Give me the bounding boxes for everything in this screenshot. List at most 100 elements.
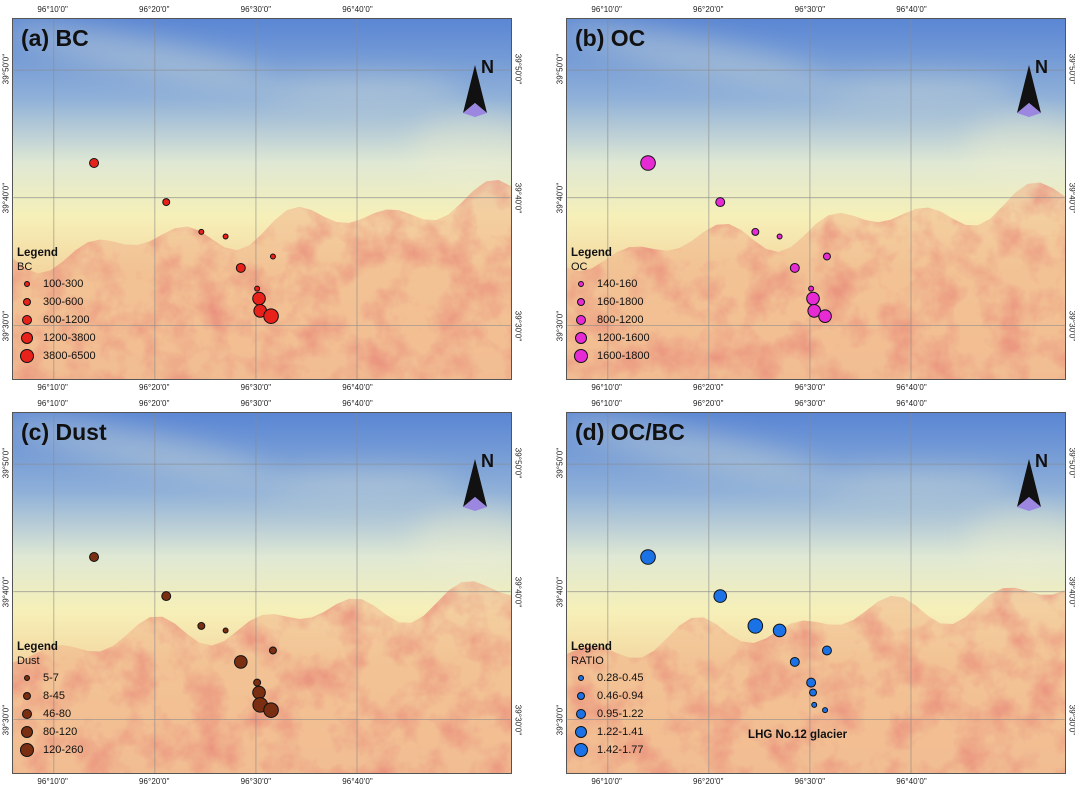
legend-field: OC xyxy=(571,261,588,273)
sample-point-ratio[interactable] xyxy=(809,688,817,697)
legend-label: 1600-1800 xyxy=(597,350,650,362)
sample-point-bc[interactable] xyxy=(222,233,229,240)
sample-point-dust[interactable] xyxy=(252,685,266,700)
sample-point-bc[interactable] xyxy=(198,228,205,235)
left-latitude-label: 39°50'0" xyxy=(1,448,11,479)
legend-label: 0.28-0.45 xyxy=(597,672,644,684)
top-longitude-label: 96°10'0" xyxy=(37,399,68,408)
sample-point-oc[interactable] xyxy=(808,285,815,292)
sample-point-ratio[interactable] xyxy=(811,701,818,708)
sample-point-ratio[interactable] xyxy=(789,656,800,667)
top-longitude-label: 96°40'0" xyxy=(896,399,927,408)
legend-label: 0.95-1.22 xyxy=(597,708,644,720)
left-latitude-label: 39°30'0" xyxy=(555,704,565,736)
legend-circle-icon xyxy=(22,709,32,719)
terrain-relief xyxy=(13,413,511,773)
legend-symbol xyxy=(17,709,37,719)
top-longitude-label: 96°10'0" xyxy=(591,5,622,14)
sample-point-oc[interactable] xyxy=(640,155,656,171)
sample-point-oc[interactable] xyxy=(807,304,822,318)
sample-point-oc[interactable] xyxy=(789,262,800,273)
top-longitude-label: 96°20'0" xyxy=(692,5,724,14)
legend: Legend Dust 5-7 8-45 46-80 80-120 120-260 xyxy=(17,641,83,759)
map-frame[interactable]: (c) Dust N Legend Dust 5-7 8-45 46-80 80-120 120… xyxy=(12,412,512,774)
bottom-longitude-label: 96°20'0" xyxy=(138,777,170,786)
sample-point-dust[interactable] xyxy=(161,591,172,602)
left-latitude-label: 39°30'0" xyxy=(1,310,11,342)
legend-label: 1.42-1.77 xyxy=(597,744,644,756)
left-latitude-label: 39°40'0" xyxy=(1,182,11,213)
sample-point-dust[interactable] xyxy=(268,646,277,655)
legend-symbol xyxy=(571,281,591,287)
legend-item: 1.22-1.41 xyxy=(571,723,643,741)
legend-item: 300-600 xyxy=(17,293,96,311)
north-arrow-icon xyxy=(1017,65,1041,117)
sample-point-dust[interactable] xyxy=(89,552,100,562)
top-longitude-label: 96°10'0" xyxy=(37,5,68,14)
legend-symbol xyxy=(571,709,591,719)
sample-point-dust[interactable] xyxy=(197,621,206,630)
top-longitude-label: 96°30'0" xyxy=(240,399,272,408)
sample-point-ratio[interactable] xyxy=(713,589,728,603)
legend-label: 140-160 xyxy=(597,278,638,290)
right-latitude-label: 39°50'0" xyxy=(1067,448,1075,479)
sample-point-oc[interactable] xyxy=(818,309,832,323)
sample-point-dust[interactable] xyxy=(263,702,279,718)
sample-point-dust[interactable] xyxy=(234,655,248,669)
sample-point-bc[interactable] xyxy=(89,158,100,168)
top-longitude-label: 96°30'0" xyxy=(794,399,826,408)
sample-point-ratio[interactable] xyxy=(772,623,787,638)
sample-point-oc[interactable] xyxy=(822,252,831,261)
sample-point-bc[interactable] xyxy=(263,308,279,324)
legend-circle-icon xyxy=(19,348,35,364)
sample-point-ratio[interactable] xyxy=(821,645,832,656)
left-latitude-label: 39°50'0" xyxy=(555,54,565,85)
north-label: N xyxy=(481,57,494,77)
sample-point-oc[interactable] xyxy=(776,233,783,240)
top-longitude-label: 96°40'0" xyxy=(342,399,373,408)
top-longitude-label: 96°10'0" xyxy=(591,399,622,408)
legend-field: Dust xyxy=(17,655,40,667)
sample-point-oc[interactable] xyxy=(806,291,820,306)
sample-point-oc[interactable] xyxy=(715,197,726,208)
legend-title: Legend xyxy=(571,247,612,259)
right-latitude-label: 39°40'0" xyxy=(1067,182,1075,213)
legend-symbol xyxy=(571,298,591,306)
map-frame[interactable]: (d) OC/BC N Legend RATIO 0.28-0.45 0.46-0.94 0… xyxy=(566,412,1066,774)
panel-title: (b) OC xyxy=(575,25,646,51)
sample-point-ratio[interactable] xyxy=(747,618,764,634)
legend-circle-icon xyxy=(576,709,586,719)
legend-circle-icon xyxy=(577,298,585,306)
left-latitude-label: 39°30'0" xyxy=(1,704,11,736)
sample-point-bc[interactable] xyxy=(252,291,266,306)
sample-point-ratio[interactable] xyxy=(822,707,829,714)
sample-point-bc[interactable] xyxy=(235,262,246,273)
legend-label: 80-120 xyxy=(43,726,78,738)
legend-label: 1.22-1.41 xyxy=(597,726,644,738)
sample-point-bc[interactable] xyxy=(254,285,261,292)
legend-symbol xyxy=(17,298,37,306)
sample-point-oc[interactable] xyxy=(751,227,760,236)
map-frame[interactable]: (b) OC N Legend OC 140-160 160-1800 800-1200 12… xyxy=(566,18,1066,380)
legend-circle-icon xyxy=(574,725,588,739)
bottom-longitude-label: 96°10'0" xyxy=(37,777,68,786)
left-latitude-label: 39°40'0" xyxy=(1,576,11,607)
legend-circle-icon xyxy=(22,315,32,325)
sample-point-bc[interactable] xyxy=(269,253,276,260)
left-latitude-label: 39°40'0" xyxy=(555,182,565,213)
sample-point-bc[interactable] xyxy=(162,198,171,207)
legend-circle-icon xyxy=(576,315,586,325)
legend-item: 120-260 xyxy=(17,741,83,759)
map-frame[interactable]: (a) BC N Legend BC 100-300 300-600 600-1200 120… xyxy=(12,18,512,380)
legend-item: 80-120 xyxy=(17,723,83,741)
legend-label: 46-80 xyxy=(43,708,72,720)
north-arrow: N xyxy=(463,451,497,513)
north-label: N xyxy=(1035,57,1048,77)
legend-circle-icon xyxy=(574,331,588,345)
sample-point-ratio[interactable] xyxy=(640,549,656,565)
bottom-longitude-label: 96°20'0" xyxy=(692,777,724,786)
sample-point-dust[interactable] xyxy=(253,678,262,687)
sample-point-ratio[interactable] xyxy=(806,677,817,688)
sample-point-dust[interactable] xyxy=(222,627,229,634)
legend-label: 120-260 xyxy=(43,744,84,756)
